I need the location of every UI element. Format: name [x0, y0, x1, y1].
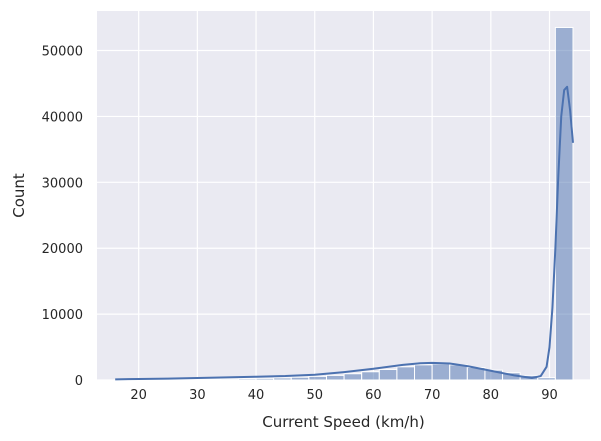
x-tick-label: 90: [541, 388, 558, 403]
y-tick-label: 50000: [42, 45, 83, 60]
y-axis-label: Count: [10, 173, 28, 218]
histogram-bar: [185, 378, 204, 381]
kde-curve: [115, 85, 574, 381]
histogram-bar: [361, 371, 380, 381]
histogram-bar: [273, 377, 292, 381]
plot-background: [97, 11, 590, 380]
x-tick-label: 40: [248, 388, 265, 403]
histogram-bar: [414, 364, 433, 381]
x-tick-label: 20: [130, 388, 147, 403]
y-tick-label: 40000: [42, 110, 83, 125]
y-tick-label: 20000: [42, 242, 83, 257]
histogram-bar: [308, 375, 327, 381]
histogram-bars: [114, 26, 574, 381]
histogram-bar: [554, 26, 574, 381]
histogram-bar: [202, 378, 222, 381]
x-tick-label: 30: [189, 388, 206, 403]
y-tick-label: 0: [75, 374, 83, 389]
kde-line: [115, 85, 574, 381]
histogram-bar: [537, 377, 556, 381]
histogram-bar: [325, 374, 345, 381]
histogram-bar: [220, 378, 239, 381]
y-tick-labels: 0 10000 20000 30000 40000 50000: [42, 45, 83, 389]
histogram-bar: [396, 366, 416, 381]
histogram-bar: [255, 377, 275, 381]
grid-lines: [97, 11, 590, 381]
y-tick-label: 30000: [42, 176, 83, 191]
histogram-bar: [343, 373, 363, 381]
x-axis-label: Current Speed (km/h): [262, 413, 424, 431]
x-tick-labels: 20 30 40 50 60 70 80 90: [130, 388, 557, 403]
x-tick-label: 70: [424, 388, 441, 403]
x-tick-label: 60: [365, 388, 382, 403]
x-tick-label: 80: [483, 388, 500, 403]
histogram-bar: [431, 363, 451, 381]
y-tick-label: 10000: [42, 308, 83, 323]
histogram-bar: [378, 368, 398, 381]
histogram-bar: [237, 378, 257, 381]
histogram-bar: [449, 364, 468, 381]
x-tick-label: 50: [306, 388, 323, 403]
histogram-bar: [290, 376, 310, 381]
